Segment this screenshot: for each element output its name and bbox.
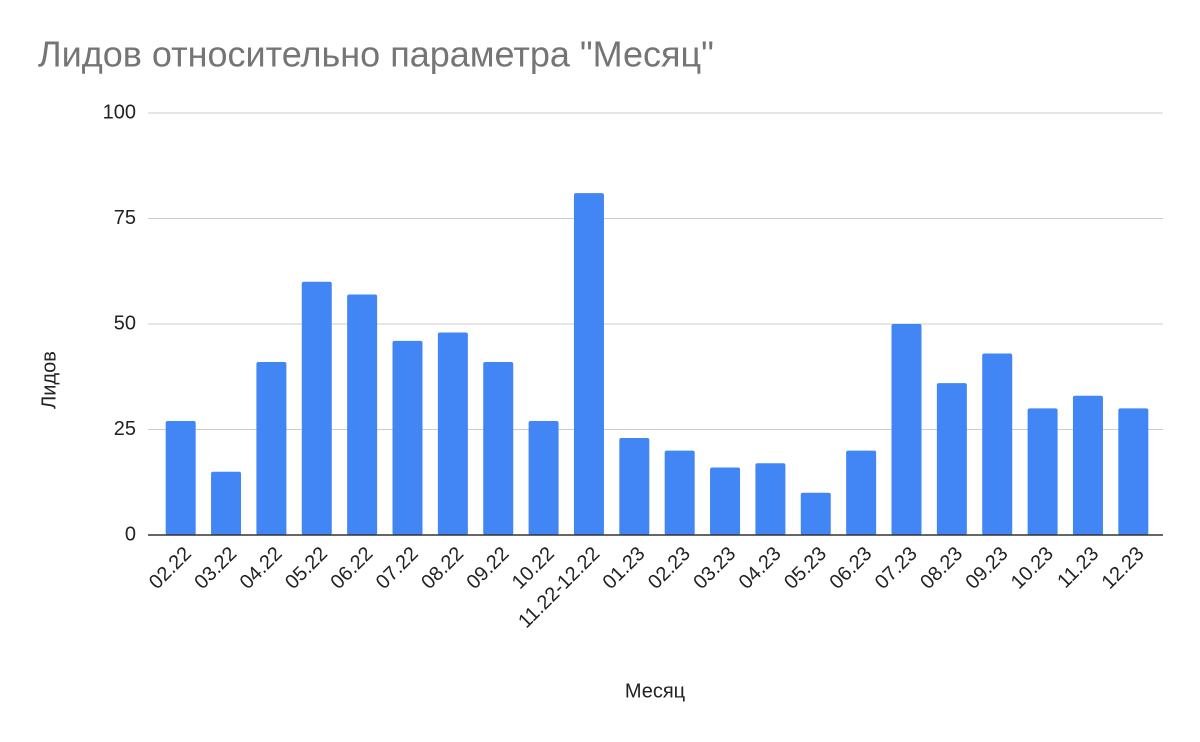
x-tick-label: 09.22 xyxy=(463,543,514,594)
x-tick-label: 03.23 xyxy=(689,543,740,594)
bar xyxy=(256,361,287,535)
x-tick-label: 05.22 xyxy=(281,543,332,594)
bar xyxy=(982,353,1013,535)
bar xyxy=(755,463,786,535)
x-tick-label: 09.23 xyxy=(962,543,1013,594)
x-tick-label: 10.23 xyxy=(1007,543,1058,594)
bar xyxy=(211,471,242,535)
bar xyxy=(936,383,967,535)
chart-title: Лидов относительно параметра "Месяц" xyxy=(38,34,714,75)
x-tick-label: 04.22 xyxy=(236,543,287,594)
x-tick-label: 06.22 xyxy=(326,543,377,594)
x-tick-label: 07.22 xyxy=(372,543,423,594)
bar xyxy=(1118,408,1149,535)
x-tick-label: 02.23 xyxy=(644,543,695,594)
x-tick-label: 01.23 xyxy=(599,543,650,594)
bar xyxy=(1027,408,1058,535)
bar xyxy=(573,193,604,535)
x-tick-label: 06.23 xyxy=(825,543,876,594)
bar xyxy=(528,421,559,535)
x-tick-label: 08.23 xyxy=(916,543,967,594)
x-axis-title: Месяц xyxy=(625,680,685,702)
x-tick-label: 05.23 xyxy=(780,543,831,594)
x-tick-label: 02.22 xyxy=(145,543,196,594)
bar xyxy=(1072,395,1103,535)
y-tick-label: 100 xyxy=(103,101,136,123)
y-tick-label: 0 xyxy=(125,523,136,545)
bar xyxy=(483,361,514,535)
x-tick-label: 11.23 xyxy=(1053,543,1103,593)
bar xyxy=(800,492,831,535)
bar xyxy=(347,294,378,535)
y-tick-label: 75 xyxy=(114,207,136,229)
x-tick-label: 08.22 xyxy=(417,543,468,594)
bar xyxy=(891,324,922,535)
bar xyxy=(301,281,332,535)
bar xyxy=(165,421,196,535)
y-tick-label: 50 xyxy=(114,312,136,334)
bar xyxy=(437,332,468,535)
x-tick-label: 07.23 xyxy=(871,543,922,594)
y-axis-title: Лидов xyxy=(38,351,60,409)
bar xyxy=(619,437,650,535)
x-tick-label: 04.23 xyxy=(735,543,786,594)
bar xyxy=(710,467,741,535)
bar xyxy=(846,450,877,535)
bar xyxy=(664,450,695,535)
bar xyxy=(392,340,423,535)
x-tick-label: 03.22 xyxy=(190,543,241,594)
y-tick-label: 25 xyxy=(114,418,136,440)
x-tick-label: 12.23 xyxy=(1098,543,1149,594)
